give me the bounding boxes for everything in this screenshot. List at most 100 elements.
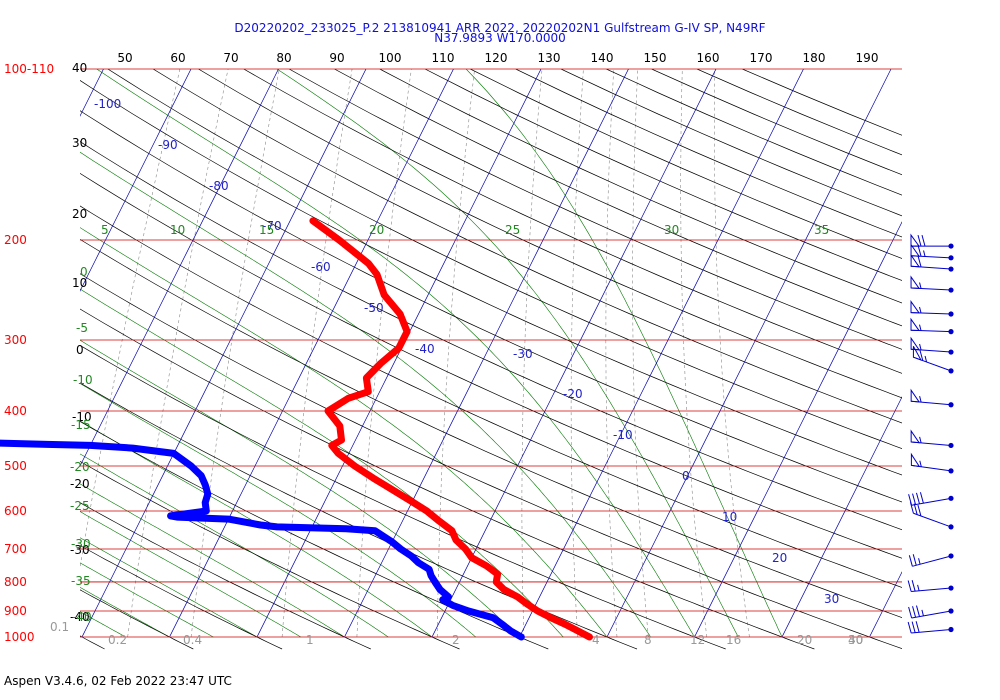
mixing-ratio-label: 0.1 [50,620,69,634]
pressure-label: 600 [4,504,27,518]
mixing-ratio-line [127,69,229,638]
mixing-ratio-label: 40 [848,633,863,647]
chart-title-line-1: D20220202_233025_P.2 213810941 ARR 2022,… [234,21,766,35]
dry-adiabat-line [107,69,902,450]
isotherm-line [606,69,892,638]
wind-barb-flag [917,504,922,517]
wind-barb-shaft [911,497,952,506]
pressure-label: 200 [4,233,27,247]
moist-adiabat-line [80,586,170,638]
isotherm-line [519,69,804,638]
left-axis-tick-label: -30 [70,543,90,557]
wind-barb-half-flag [919,460,922,467]
dry-adiabats [0,69,902,650]
dry-adiabat-line [80,273,902,649]
mixing-ratio-label: 20 [797,633,812,647]
mixing-ratio-line [437,69,475,637]
top-axis-tick-label: 70 [223,51,238,65]
wind-barb [910,317,954,335]
moist-adiabat-label: -15 [71,418,91,432]
isotherm-line [80,69,192,292]
wind-barb-pennant [910,336,921,351]
wind-barb-pennant [910,253,921,268]
mixing-ratio-line [632,69,649,638]
wind-barb-pennant [910,429,921,444]
dewpoint-line [0,439,525,641]
chart-title-line-2: N37.9893 W170.0000 [434,31,566,45]
isotherm-label: -100 [94,97,121,111]
top-axis-tick-label: 130 [538,51,561,65]
dry-adiabat-line [334,69,902,327]
isotherm-line [431,69,717,638]
isotherm-label: 0 [682,469,690,483]
moist-adiabat-label: -25 [70,499,90,513]
moist-adiabat-line [276,69,739,638]
dry-adiabat-line [243,69,902,374]
wind-barb-flag [907,621,912,634]
dry-adiabat-line [80,205,902,588]
top-axis-tick-label: 190 [856,51,879,65]
isotherm-label: -90 [158,138,178,152]
wind-barb-flag [919,349,924,361]
pressure-label: 800 [4,575,27,589]
wind-barb-shaft [912,555,952,567]
top-axis-tick-label: 110 [432,51,455,65]
wind-barb-flag [911,580,916,592]
mixing-ratio-label: 16 [726,633,741,647]
wind-barb-pennant [910,233,920,247]
wind-barb-pennant [910,317,921,332]
moist-adiabat-label: 10 [170,223,185,237]
dry-adiabat-line [0,69,16,649]
mixing-ratio-line [680,69,708,638]
pressure-label: 500 [4,459,27,473]
dry-adiabat-line [80,421,549,650]
dry-adiabat-line [696,69,902,156]
pressure-label: 300 [4,333,27,347]
top-axis-tick-label: 100 [379,51,402,65]
dry-adiabat-line [80,460,460,650]
isotherm-line [169,69,454,638]
wind-barb-pennant [910,243,921,257]
pressure-label: 100-110 [4,62,54,76]
wind-barb-flag [912,493,917,505]
wind-barb-half-flag [919,436,922,443]
moist-adiabat-line [80,537,258,638]
isotherm-label: -50 [364,301,384,315]
top-axis-tick-label: 150 [644,51,667,65]
moist-adiabat-line [96,69,695,638]
moist-adiabat-line [80,511,301,638]
moist-adiabat-line [80,483,345,638]
wind-barb-half-flag [918,558,921,565]
dry-adiabat-line [80,344,726,650]
top-axis-tick-label: 160 [697,51,720,65]
isotherm-label: 20 [772,551,787,565]
isotherm-label: -10 [613,428,633,442]
moist-adiabat-label: 0 [80,265,88,279]
dry-adiabat-line [80,238,902,618]
wind-barb [907,621,954,634]
mixing-ratio-line [605,69,618,638]
dry-adiabat-line [288,69,902,350]
moist-adiabat-label: 15 [259,223,274,237]
moist-adiabat-line [80,383,476,638]
wind-barb-flag [911,621,916,633]
dry-adiabat-line [152,69,902,424]
isotherm-line [869,571,902,638]
wind-barb [908,553,954,567]
wind-barb-half-flag [921,609,924,616]
isotherm-line [957,69,1000,637]
isotherm-line [81,69,367,638]
wind-barb-shaft [911,587,952,593]
isotherm-line [80,69,279,467]
moist-adiabat-label: 35 [814,223,829,237]
isotherm-line [694,221,902,638]
mixing-ratio-label: 12 [690,633,705,647]
moist-adiabat-label: 30 [664,223,679,237]
wind-barb-pennant [910,388,921,403]
wind-barb [910,388,954,408]
dry-adiabat-line [606,69,902,196]
wind-barb-half-flag [919,395,922,403]
wind-barbs [907,233,954,634]
moist-adiabat-label: -10 [73,373,93,387]
